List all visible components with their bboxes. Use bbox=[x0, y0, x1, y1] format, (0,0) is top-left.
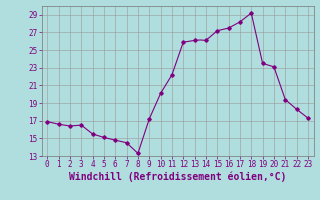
X-axis label: Windchill (Refroidissement éolien,°C): Windchill (Refroidissement éolien,°C) bbox=[69, 172, 286, 182]
